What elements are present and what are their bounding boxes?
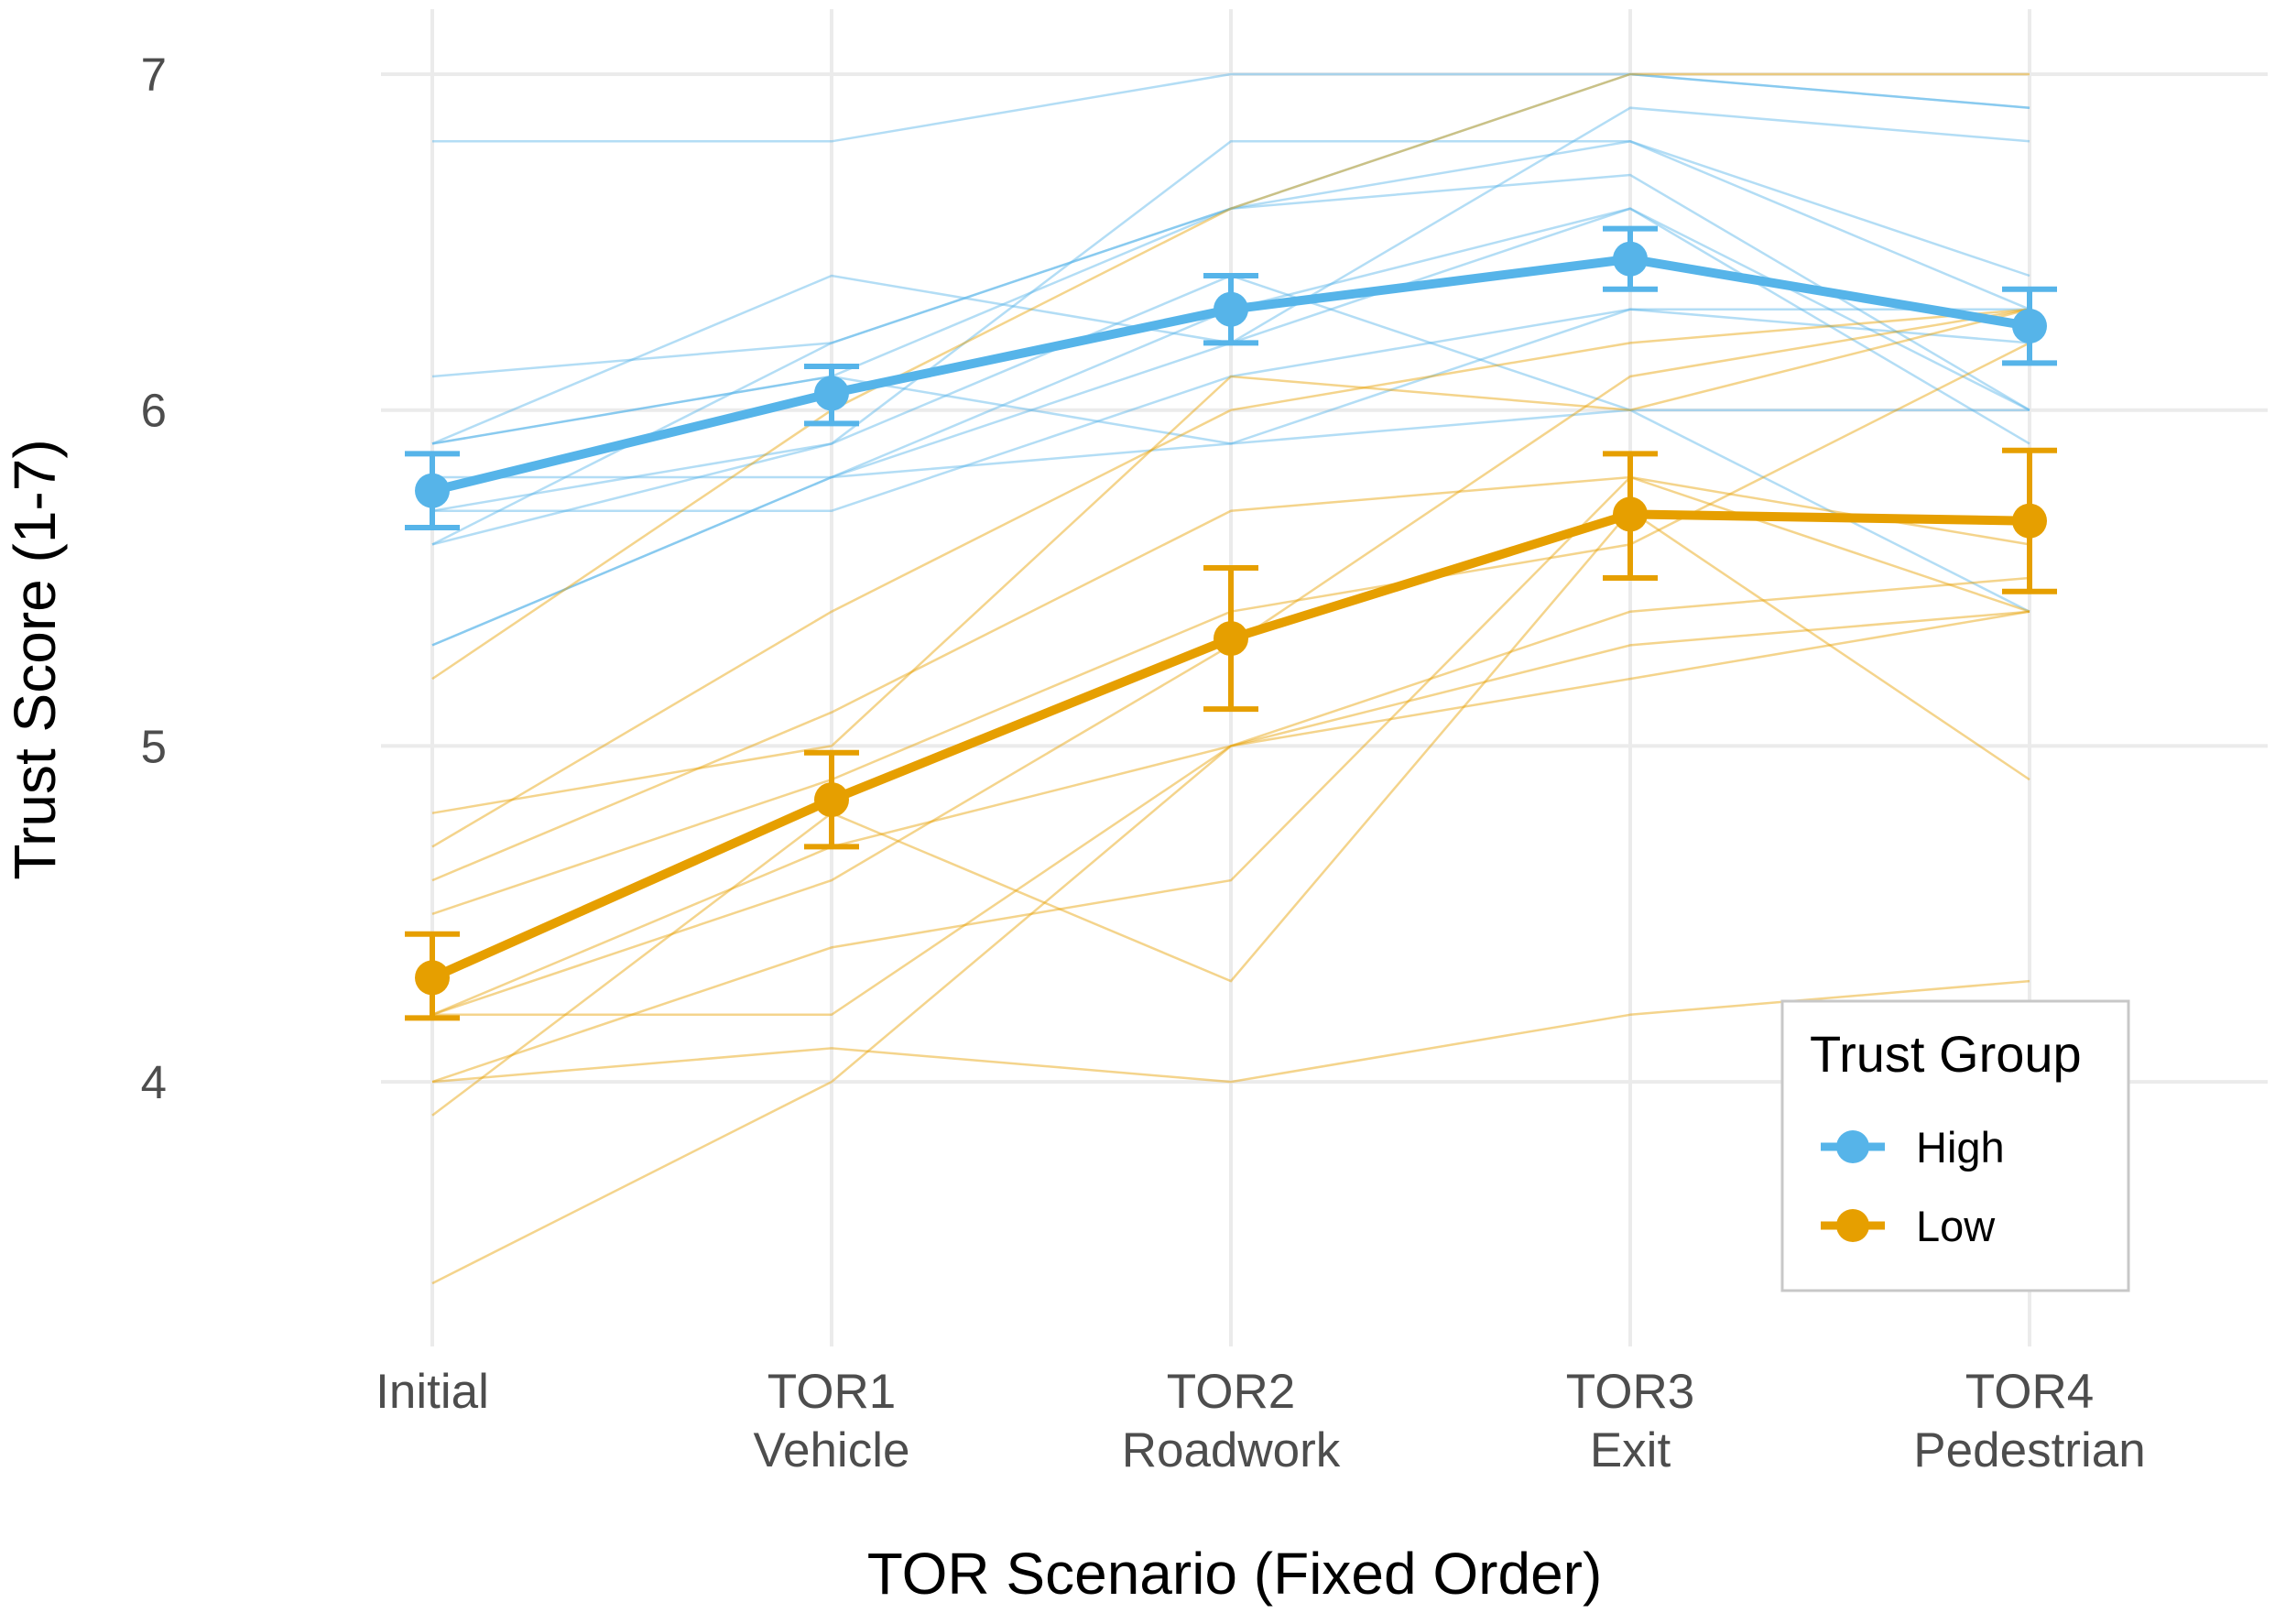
- legend-key-point-low: [1836, 1209, 1869, 1242]
- x-tick-label: Vehicle: [754, 1423, 910, 1477]
- individual-line-high: [431, 409, 2030, 647]
- x-tick-label: TOR4: [1965, 1365, 2094, 1419]
- mean-point-high: [814, 376, 849, 411]
- y-axis-title: Trust Score (1-7): [2, 439, 68, 879]
- individual-line-high: [431, 308, 2030, 445]
- individual-line-low: [431, 308, 2030, 814]
- legend-entries: High Low: [1821, 1123, 2005, 1250]
- individual-line-high: [431, 140, 2030, 512]
- mean-point-low: [415, 960, 450, 996]
- y-tick-label: 6: [141, 385, 167, 437]
- y-tick-label: 4: [141, 1056, 167, 1108]
- individual-line-low: [431, 475, 2030, 882]
- mean-point-low: [1214, 621, 1248, 657]
- individual-line-high: [432, 308, 2030, 512]
- y-tick-label: 5: [141, 720, 167, 772]
- x-tick-label: TOR1: [767, 1365, 896, 1419]
- mean-point-low: [2012, 503, 2047, 539]
- x-tick-label: TOR3: [1566, 1365, 1694, 1419]
- individual-line-low: [431, 576, 2030, 1285]
- mean-point-high: [1214, 291, 1248, 327]
- individual-line-high: [431, 173, 2030, 546]
- individual-line-high: [432, 72, 2030, 143]
- legend-label-high: High: [1916, 1123, 2005, 1172]
- individual-line-low: [431, 610, 2030, 1016]
- mean-point-low: [814, 782, 849, 818]
- y-tick-label: 7: [141, 49, 167, 101]
- individual-line-low: [431, 72, 2030, 681]
- mean-point-high: [2012, 309, 2047, 343]
- individual-line-low: [431, 979, 2030, 1084]
- x-axis-title: TOR Scenario (Fixed Order): [867, 1541, 1603, 1607]
- individual-line-high: [431, 140, 2030, 445]
- individual-line-low: [432, 610, 2030, 1017]
- mean-point-low: [1613, 496, 1648, 532]
- x-tick-label: TOR2: [1167, 1365, 1295, 1419]
- individual-line-low: [431, 475, 2030, 1084]
- x-tick-label: Pedestrian: [1913, 1423, 2145, 1477]
- x-tick-label: Initial: [376, 1365, 489, 1419]
- legend-label-low: Low: [1916, 1202, 1996, 1250]
- x-tick-label: Roadwork: [1122, 1423, 1341, 1477]
- mean-point-high: [415, 473, 450, 508]
- mean-point-high: [1613, 241, 1648, 277]
- legend-key-point-high: [1836, 1130, 1869, 1163]
- individual-lines-layer: [431, 72, 2030, 1285]
- legend-title: Trust Group: [1810, 1025, 2082, 1083]
- individual-line-low: [431, 308, 2030, 848]
- legend: Trust Group High Low: [1780, 999, 2130, 1292]
- individual-line-high: [431, 72, 2030, 378]
- mean-lines-layer: [405, 225, 2057, 1021]
- individual-line-low: [431, 509, 2030, 1117]
- x-tick-label: Exit: [1590, 1423, 1671, 1477]
